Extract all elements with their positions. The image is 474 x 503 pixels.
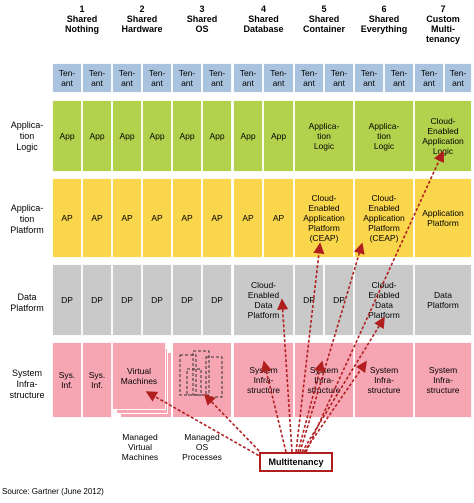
tenant-cell: Ten- ant bbox=[233, 63, 263, 93]
column-header-1: 1 Shared Nothing bbox=[52, 4, 112, 56]
arrow-to-app-logic-7 bbox=[305, 150, 445, 453]
ap-cell: AP bbox=[172, 178, 202, 258]
row-label-application-platform: Applica- tion Platform bbox=[10, 203, 44, 235]
tenant-cell: Ten- ant bbox=[263, 63, 294, 93]
arrow-to-ceap-5 bbox=[295, 242, 325, 453]
arrow-to-virtual-machines bbox=[145, 391, 264, 459]
data-platform-cell: Data Platform bbox=[414, 264, 472, 336]
tenant-cell: Ten- ant bbox=[82, 63, 112, 93]
arrow-to-sys-infra-5 bbox=[297, 360, 325, 453]
column-header-4: 4 Shared Database bbox=[233, 4, 294, 56]
ap-cell: AP bbox=[263, 178, 294, 258]
tenant-cell: Ten- ant bbox=[414, 63, 444, 93]
dp-cell: DP bbox=[112, 264, 142, 336]
tenant-cell: Ten- ant bbox=[52, 63, 82, 93]
ap-cell: AP bbox=[112, 178, 142, 258]
managed-vm-caption: Managed Virtual Machines bbox=[121, 432, 159, 462]
column-number: 4 bbox=[260, 4, 266, 14]
column-number: 5 bbox=[321, 4, 327, 14]
dp-cell: DP bbox=[324, 264, 354, 336]
ap-cell: AP bbox=[142, 178, 172, 258]
row-label-system-infrastructure: System Infra- structure bbox=[9, 368, 45, 400]
app-cell: App bbox=[112, 100, 142, 172]
app-cell: App bbox=[263, 100, 294, 172]
ap-cell: AP bbox=[202, 178, 232, 258]
row-label-application-logic: Applica- tion Logic bbox=[10, 120, 44, 152]
managed-os-caption: Managed OS Processes bbox=[182, 432, 222, 462]
dp-cell: DP bbox=[142, 264, 172, 336]
os-processes-cell bbox=[172, 342, 232, 418]
tenant-cell: Ten- ant bbox=[142, 63, 172, 93]
arrow-to-data-platform-4 bbox=[277, 298, 293, 453]
tenant-cell: Ten- ant bbox=[294, 63, 324, 93]
os-processes-icon bbox=[179, 350, 223, 398]
app-cell: App bbox=[142, 100, 172, 172]
column-label: Shared Everything bbox=[360, 14, 408, 34]
column-number: 3 bbox=[199, 4, 205, 14]
app-cell: App bbox=[202, 100, 232, 172]
sys-inf-cell: Sys. Inf. bbox=[82, 342, 112, 418]
tenant-cell: Ten- ant bbox=[384, 63, 414, 93]
column-header-3: 3 Shared OS bbox=[172, 4, 232, 56]
arrow-to-ceap-6 bbox=[299, 242, 365, 453]
application-logic-cell: Applica- tion Logic bbox=[294, 100, 354, 172]
app-cell: App bbox=[172, 100, 202, 172]
dp-cell: DP bbox=[82, 264, 112, 336]
system-infrastructure-cell: System Infra- structure bbox=[354, 342, 414, 418]
ap-cell: AP bbox=[52, 178, 82, 258]
column-number: 7 bbox=[440, 4, 446, 14]
ap-cell: AP bbox=[233, 178, 263, 258]
tenant-cell: Ten- ant bbox=[444, 63, 472, 93]
column-label: Shared OS bbox=[186, 14, 218, 34]
column-number: 1 bbox=[79, 4, 85, 14]
app-cell: App bbox=[233, 100, 263, 172]
system-infrastructure-cell: System Infra- structure bbox=[414, 342, 472, 418]
arrow-to-os-processes bbox=[203, 393, 267, 459]
column-label: Shared Hardware bbox=[121, 14, 163, 34]
column-label: Shared Container bbox=[302, 14, 345, 34]
column-header-2: 2 Shared Hardware bbox=[112, 4, 172, 56]
dp-cell: DP bbox=[52, 264, 82, 336]
column-number: 2 bbox=[139, 4, 145, 14]
column-header-6: 6 Shared Everything bbox=[354, 4, 414, 56]
virtual-machines-cell: Virtual Machines bbox=[112, 342, 166, 410]
app-cell: App bbox=[52, 100, 82, 172]
tenant-cell: Ten- ant bbox=[324, 63, 354, 93]
tenant-cell: Ten- ant bbox=[202, 63, 232, 93]
column-label: Shared Database bbox=[243, 14, 284, 34]
application-platform-cell: Application Platform bbox=[414, 178, 472, 258]
arrow-to-sys-infra-4 bbox=[260, 360, 287, 453]
column-header-5: 5 Shared Container bbox=[294, 4, 354, 56]
tenant-cell: Ten- ant bbox=[172, 63, 202, 93]
tenant-cell: Ten- ant bbox=[354, 63, 384, 93]
ap-cell: AP bbox=[82, 178, 112, 258]
application-logic-cell: Applica- tion Logic bbox=[354, 100, 414, 172]
sys-inf-cell: Sys. Inf. bbox=[52, 342, 82, 418]
arrow-to-sys-infra-6 bbox=[303, 360, 367, 453]
column-label: Custom Multi- tenancy bbox=[425, 14, 460, 44]
column-number: 6 bbox=[381, 4, 387, 14]
cloud-enabled-data-platform-cell: Cloud- Enabled Data Platform bbox=[233, 264, 294, 336]
arrow-to-data-platform-6 bbox=[301, 316, 385, 453]
row-label-data-platform: Data Platform bbox=[10, 292, 44, 313]
column-header-7: 7 Custom Multi- tenancy bbox=[414, 4, 472, 60]
source-note: Source: Gartner (June 2012) bbox=[2, 487, 104, 496]
app-cell: App bbox=[82, 100, 112, 172]
column-label: Shared Nothing bbox=[65, 14, 99, 34]
dp-cell: DP bbox=[294, 264, 324, 336]
multitenancy-box: Multitenancy bbox=[259, 452, 333, 472]
dp-cell: DP bbox=[172, 264, 202, 336]
tenant-cell: Ten- ant bbox=[112, 63, 142, 93]
dp-cell: DP bbox=[202, 264, 232, 336]
